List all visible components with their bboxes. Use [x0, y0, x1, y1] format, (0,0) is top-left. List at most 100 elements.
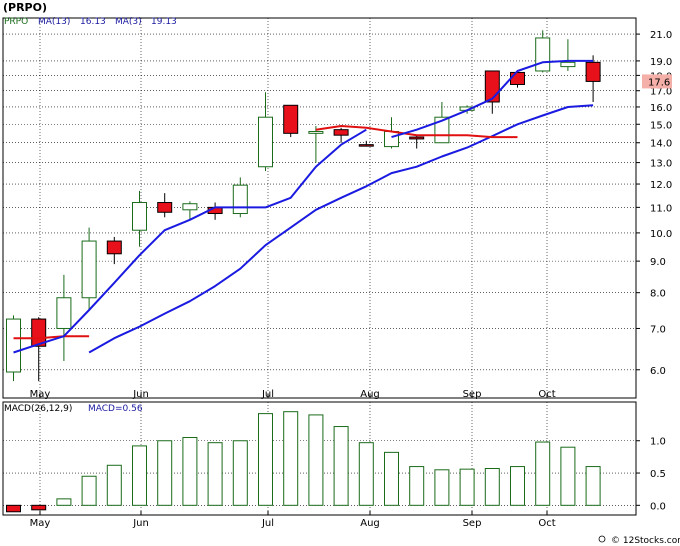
- legend: PRPO MA(13) 16.13 MA(3) 19.13: [4, 17, 177, 27]
- macd-month-label: Jun: [132, 518, 149, 529]
- macd-bar: [434, 469, 450, 506]
- candle-body: [384, 130, 399, 148]
- month-label: Oct: [538, 389, 555, 400]
- candle-body: [182, 203, 198, 211]
- legend-ma3-value: 19.13: [151, 17, 177, 27]
- watermark-icon: [598, 535, 606, 543]
- month-label: Aug: [360, 389, 380, 400]
- candle-body: [510, 71, 525, 85]
- ma3-line-segment: [391, 59, 594, 139]
- macd-bar: [6, 504, 21, 513]
- price-panel: 6.0 7.0 8.0 9.0 10.0 11.0 12.0 13.0 14.0 15.0 16.0…: [2, 17, 672, 399]
- macd-y-tick-labels: 0.0 0.5 1.0: [636, 437, 666, 512]
- macd-y-tick-label: 0.5: [650, 469, 666, 480]
- candle-body: [358, 144, 374, 147]
- macd-bar: [182, 437, 198, 506]
- macd-legend-label: MACD(26,12,9): [4, 404, 72, 414]
- macd-bar: [31, 504, 47, 511]
- candle-body: [434, 116, 450, 144]
- macd-legend-value: MACD=0.56: [88, 404, 143, 414]
- price-y-tick-label: 17.0: [650, 87, 672, 98]
- macd-bar: [384, 451, 399, 506]
- macd-month-label: Oct: [538, 518, 555, 529]
- macd-bar: [409, 466, 425, 506]
- macd-month-label: Aug: [360, 518, 380, 529]
- macd-bar: [207, 442, 223, 506]
- macd-month-label: May: [30, 518, 51, 529]
- macd-bar: [484, 468, 500, 506]
- macd-bar: [106, 464, 122, 506]
- candlestick-series: [6, 30, 601, 382]
- macd-bar: [157, 440, 173, 506]
- price-panel-frame: [2, 17, 637, 399]
- macd-panel: 0.0 0.5 1.0 MACD(26,12,9) MACD=0.56: [2, 401, 666, 516]
- macd-y-tick-label: 0.0: [650, 501, 666, 512]
- price-y-tick-label: 13.0: [650, 159, 672, 170]
- macd-bar: [232, 440, 248, 506]
- candle-body: [232, 184, 248, 215]
- last-price-label: 17.6: [648, 77, 670, 88]
- price-y-tick-label: 14.0: [650, 139, 672, 150]
- candle-body: [81, 240, 97, 299]
- macd-bar: [358, 442, 374, 506]
- macd-bar: [510, 466, 525, 506]
- macd-bar-series: [6, 411, 601, 513]
- candle-body: [560, 61, 576, 68]
- macd-bar: [132, 445, 147, 506]
- macd-y-tick-label: 1.0: [650, 437, 666, 448]
- macd-bar: [283, 411, 299, 506]
- price-y-tick-label: 10.0: [650, 229, 672, 240]
- ma3-line-segment: [13, 335, 90, 340]
- macd-bar: [585, 466, 601, 506]
- macd-month-label: Sep: [463, 518, 482, 529]
- price-y-tick-label: 7.0: [650, 324, 666, 335]
- candle-body: [333, 129, 349, 136]
- price-y-tick-label: 19.0: [650, 57, 672, 68]
- price-y-tick-label: 6.0: [650, 366, 666, 377]
- legend-ma13-value: 16.13: [80, 17, 106, 27]
- footer-watermark: © 12Stocks.com: [598, 535, 680, 546]
- macd-bar: [308, 414, 324, 506]
- price-y-tick-label: 12.0: [650, 180, 672, 191]
- macd-bar: [459, 468, 475, 506]
- candle-body: [56, 297, 72, 329]
- price-y-tick-label: 9.0: [650, 257, 666, 268]
- legend-symbol: PRPO: [4, 17, 28, 27]
- last-price-marker: 17.6: [642, 74, 672, 89]
- candle-body: [106, 240, 122, 255]
- candle-body: [585, 61, 601, 82]
- macd-bar: [56, 498, 72, 506]
- last-price-box: [642, 74, 672, 89]
- month-label: Jul: [261, 389, 274, 400]
- price-y-tick-label: 15.0: [650, 120, 672, 131]
- macd-bar: [535, 441, 551, 506]
- month-label: Jun: [132, 389, 149, 400]
- macd-bar: [258, 413, 273, 506]
- ma3-line-segment: [13, 128, 367, 354]
- macd-month-label: Jul: [261, 518, 274, 529]
- candle-body: [132, 202, 147, 231]
- price-y-tick-label: 11.0: [650, 203, 672, 214]
- candle-body: [6, 318, 21, 373]
- ma3-line-segment: [315, 125, 518, 139]
- candle-body: [308, 130, 324, 134]
- macd-panel-frame: [2, 401, 637, 516]
- macd-bar: [81, 475, 97, 506]
- price-y-tick-label: 8.0: [650, 289, 666, 300]
- candle-body: [157, 202, 173, 213]
- moving-average-lines: [13, 59, 594, 354]
- candle-body: [535, 37, 551, 72]
- macd-bar: [333, 426, 349, 506]
- price-y-tick-label: 21.0: [650, 30, 672, 41]
- month-label: Sep: [463, 389, 482, 400]
- price-y-tick-label: 16.0: [650, 103, 672, 114]
- chart-title: (PRPO): [3, 1, 47, 14]
- month-label: May: [30, 389, 51, 400]
- footer-text: © 12Stocks.com: [611, 536, 680, 546]
- price-gridlines: [3, 18, 636, 398]
- macd-bar: [560, 446, 576, 506]
- legend-ma3-label: MA(3): [115, 17, 142, 27]
- ma13-line: [88, 104, 594, 354]
- candle-body: [31, 318, 47, 347]
